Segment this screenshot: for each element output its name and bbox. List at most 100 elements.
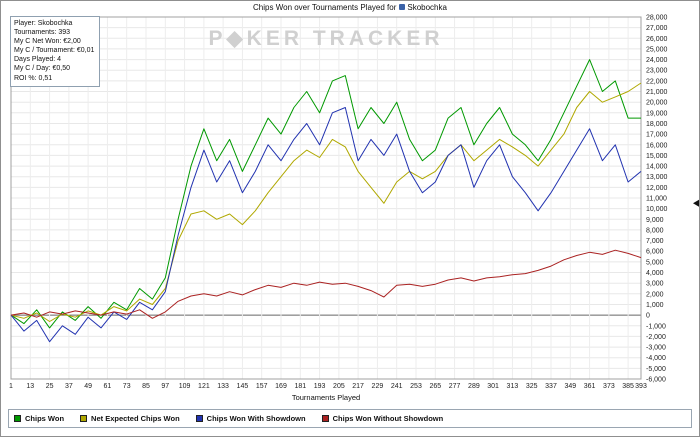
legend-swatch-chips-won — [14, 415, 21, 422]
y-axis-tick-label: 13,000 — [646, 174, 668, 181]
legend-label: Chips Won Without Showdown — [332, 414, 444, 423]
x-axis-tick-label: 301 — [487, 383, 499, 390]
y-axis-tick-label: 19,000 — [646, 110, 668, 117]
right-axis-marker — [693, 199, 699, 207]
series-line-net-expected-chips-won — [10, 82, 642, 322]
series-line-chips-won-without-showdown — [10, 249, 642, 319]
stat-player: Player: Skobochka — [14, 20, 73, 27]
x-axis-tick-label: 85 — [142, 383, 150, 390]
x-axis-title: Tournaments Played — [292, 393, 360, 402]
x-axis-tick-label: 229 — [372, 383, 384, 390]
y-axis-tick-label: 16,000 — [646, 142, 668, 149]
player-site-icon — [399, 4, 406, 10]
y-axis-tick-label: -2,000 — [646, 334, 666, 341]
y-axis-tick-label: 22,000 — [646, 78, 668, 85]
y-axis-tick-label: -6,000 — [646, 377, 666, 384]
x-axis-tick-label: 205 — [333, 383, 345, 390]
y-axis-tick-label: 15,000 — [646, 153, 668, 160]
series-line-chips-won-with-showdown — [10, 107, 642, 343]
x-axis-tick-label: 181 — [294, 383, 306, 390]
y-axis-tick-label: 5,000 — [646, 259, 664, 266]
y-axis-tick-label: 28,000 — [646, 15, 668, 22]
chart-title-text: Chips Won over Tournaments Played for — [253, 3, 397, 12]
x-axis-tick-label: 313 — [507, 383, 519, 390]
y-axis-tick-label: 18,000 — [646, 121, 668, 128]
y-axis-tick-label: -3,000 — [646, 345, 666, 352]
pokertracker-watermark: P◆KER TRACKER — [209, 27, 444, 50]
y-axis-tick-label: -1,000 — [646, 323, 666, 330]
y-axis-tick-label: 2,000 — [646, 291, 664, 298]
y-axis-tick-label: -4,000 — [646, 355, 666, 362]
y-axis-tick-label: 17,000 — [646, 132, 668, 139]
stats-panel: Player: Skobochka Tournaments: 393 My C … — [10, 16, 101, 87]
stat-net-won: My C Net Won: €2,00 — [14, 38, 81, 46]
chart-legend: Chips Won Net Expected Chips Won Chips W… — [8, 409, 692, 428]
x-axis-tick-label: 393 — [635, 383, 647, 390]
y-axis-tick-label: 25,000 — [646, 46, 668, 53]
x-axis-tick-label: 37 — [65, 383, 73, 390]
y-axis-tick-label: 21,000 — [646, 89, 668, 96]
y-axis-tick-label: 3,000 — [646, 281, 664, 288]
x-axis-tick-label: 253 — [410, 383, 422, 390]
series-line-chips-won — [10, 59, 641, 329]
y-axis-tick-label: -5,000 — [646, 366, 666, 373]
x-axis-tick-label: 73 — [123, 383, 131, 390]
x-axis-tick-label: 1 — [9, 383, 13, 390]
plot-border — [10, 16, 642, 380]
legend-item-without-showdown[interactable]: Chips Won Without Showdown — [321, 414, 444, 423]
x-axis-tick-label: 217 — [352, 383, 364, 390]
x-axis-tick-label: 349 — [564, 383, 576, 390]
chart-title: Chips Won over Tournaments Played for Sko… — [1, 3, 699, 12]
x-axis-tick-label: 13 — [26, 383, 34, 390]
x-axis-tick-label: 361 — [584, 383, 596, 390]
y-axis-tick-label: 10,000 — [646, 206, 668, 213]
legend-label: Chips Won — [25, 414, 65, 423]
x-axis-tick-label: 97 — [161, 383, 169, 390]
x-axis-tick-label: 169 — [275, 383, 287, 390]
y-axis-tick-label: 8,000 — [646, 227, 664, 234]
y-axis-tick-label: 1,000 — [646, 302, 664, 309]
x-axis-tick-label: 265 — [429, 383, 441, 390]
stat-tournaments: Tournaments: 393 — [14, 29, 71, 37]
stat-per-day: My C / Day: €0,50 — [14, 65, 71, 73]
x-axis-tick-label: 145 — [237, 383, 249, 390]
x-axis-tick-label: 193 — [314, 383, 326, 390]
x-axis-tick-label: 373 — [603, 383, 615, 390]
y-axis-tick-label: 12,000 — [646, 185, 668, 192]
stat-roi: ROI %: 0,51 — [14, 74, 53, 82]
x-axis-tick-label: 133 — [217, 383, 229, 390]
x-axis-tick-label: 241 — [391, 383, 403, 390]
legend-label: Net Expected Chips Won — [91, 414, 180, 423]
y-axis-tick-label: 27,000 — [646, 25, 668, 32]
stat-days-played: Days Played: 4 — [14, 56, 62, 64]
x-axis-tick-label: 61 — [104, 383, 112, 390]
y-axis-tick-label: 0 — [646, 313, 650, 320]
player-name: Skobochka — [407, 3, 447, 12]
legend-item-net-expected[interactable]: Net Expected Chips Won — [80, 414, 180, 423]
x-axis-tick-label: 325 — [526, 383, 538, 390]
y-axis-tick-label: 23,000 — [646, 68, 668, 75]
y-axis-tick-label: 20,000 — [646, 100, 668, 107]
y-axis-tick-label: 26,000 — [646, 36, 668, 43]
y-axis-tick-label: 6,000 — [646, 249, 664, 256]
y-axis-tick-label: 11,000 — [646, 196, 667, 203]
x-axis-tick-label: 157 — [256, 383, 268, 390]
y-axis-tick-label: 9,000 — [646, 217, 664, 224]
chart-canvas[interactable]: -6,000 -5,000 -4,000 -3,000 -2,000 -1,000 0 1,0… — [1, 13, 700, 405]
x-axis-tick-label: 385 — [622, 383, 634, 390]
legend-item-with-showdown[interactable]: Chips Won With Showdown — [195, 414, 306, 423]
legend-swatch-net-expected — [80, 415, 88, 422]
x-axis-tick-label: 277 — [449, 383, 461, 390]
y-axis-tick-label: 4,000 — [646, 270, 664, 277]
legend-item-chips-won[interactable]: Chips Won — [14, 414, 64, 423]
legend-swatch-with-showdown — [195, 415, 203, 422]
x-axis-tick-label: 109 — [179, 383, 191, 390]
y-axis-tick-label: 14,000 — [646, 164, 668, 171]
y-axis-tick-label: 7,000 — [646, 238, 664, 245]
legend-swatch-without-showdown — [321, 415, 329, 422]
x-axis-tick-label: 337 — [545, 383, 557, 390]
x-axis-tick-label: 49 — [84, 383, 92, 390]
y-axis-tick-label: 24,000 — [646, 57, 668, 64]
legend-label: Chips Won With Showdown — [206, 414, 306, 423]
